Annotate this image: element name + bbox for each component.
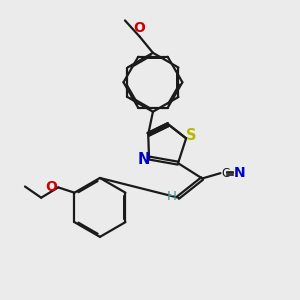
Text: H: H xyxy=(167,190,176,202)
Text: O: O xyxy=(45,179,57,194)
Text: O: O xyxy=(133,21,145,34)
Text: S: S xyxy=(186,128,197,143)
Text: N: N xyxy=(234,166,246,180)
Text: N: N xyxy=(138,152,150,167)
Text: C: C xyxy=(222,167,230,180)
